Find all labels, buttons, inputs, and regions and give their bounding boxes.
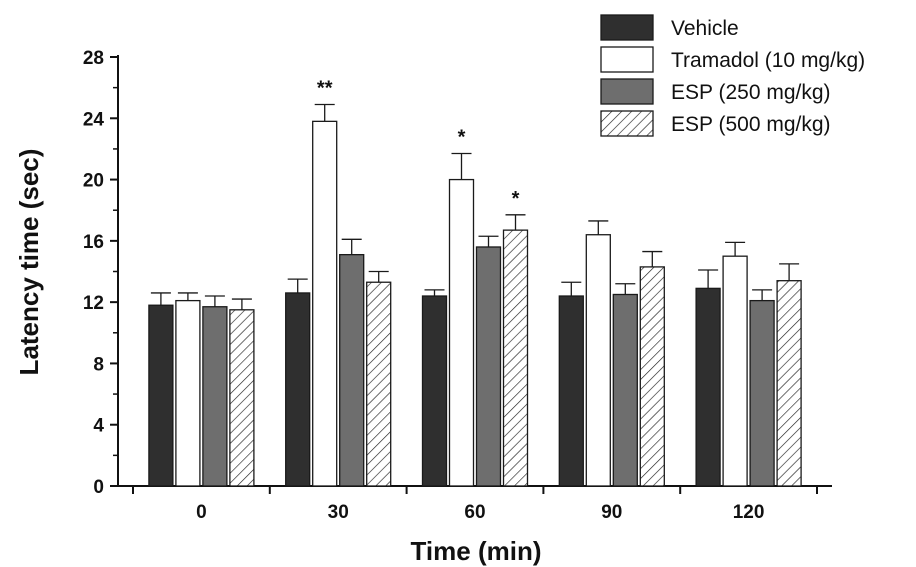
bar bbox=[285, 292, 311, 487]
legend: Vehicle Tramadol (10 mg/kg) ESP (250 mg/kg… bbox=[600, 14, 865, 137]
y-tick-label: 0 bbox=[93, 477, 104, 498]
y-tick-label: 12 bbox=[83, 293, 104, 314]
legend-swatch bbox=[600, 110, 654, 137]
bar bbox=[585, 234, 611, 487]
bar bbox=[175, 299, 201, 487]
y-tick-label: 24 bbox=[83, 109, 105, 130]
bar bbox=[202, 306, 228, 487]
legend-label: Vehicle bbox=[671, 17, 739, 40]
bar bbox=[448, 178, 475, 487]
y-axis: 0 4 8 12 16 20 24 28 bbox=[83, 48, 119, 498]
bars: **** bbox=[148, 77, 802, 487]
legend-swatch bbox=[600, 78, 654, 105]
bar bbox=[366, 281, 392, 487]
bar bbox=[695, 287, 721, 487]
bar bbox=[612, 293, 638, 487]
y-tick-label: 8 bbox=[93, 354, 104, 375]
x-tick-label: 120 bbox=[733, 502, 765, 523]
y-tick-label: 28 bbox=[83, 48, 104, 69]
significance-marker: * bbox=[458, 127, 466, 149]
legend-label: ESP (250 mg/kg) bbox=[671, 81, 831, 104]
x-tick-label: 60 bbox=[464, 502, 485, 523]
bar bbox=[148, 304, 174, 487]
x-tick-label: 0 bbox=[196, 502, 207, 523]
significance-marker: * bbox=[512, 188, 520, 210]
bar bbox=[722, 255, 748, 487]
x-tick-label: 90 bbox=[601, 502, 622, 523]
y-tick-label: 20 bbox=[83, 171, 104, 192]
x-tick-label: 30 bbox=[328, 502, 349, 523]
bar bbox=[421, 295, 448, 487]
legend-label: Tramadol (10 mg/kg) bbox=[671, 49, 865, 72]
bar bbox=[229, 309, 255, 487]
bar bbox=[339, 253, 365, 487]
y-tick-label: 4 bbox=[93, 416, 104, 437]
bar bbox=[558, 295, 584, 487]
bar bbox=[502, 229, 529, 487]
x-axis: 0 30 60 90 120 bbox=[118, 485, 832, 523]
significance-marker: ** bbox=[317, 77, 333, 99]
y-axis-title: Latency time (sec) bbox=[14, 149, 44, 376]
bar bbox=[749, 299, 775, 487]
legend-swatch bbox=[600, 46, 654, 73]
bar bbox=[475, 246, 502, 487]
legend-label: ESP (500 mg/kg) bbox=[671, 113, 831, 136]
x-axis-title: Time (min) bbox=[411, 536, 542, 566]
bar bbox=[776, 280, 802, 487]
bar bbox=[312, 120, 338, 487]
y-tick-label: 16 bbox=[83, 232, 104, 253]
bar bbox=[639, 266, 665, 487]
legend-swatch bbox=[600, 14, 654, 41]
